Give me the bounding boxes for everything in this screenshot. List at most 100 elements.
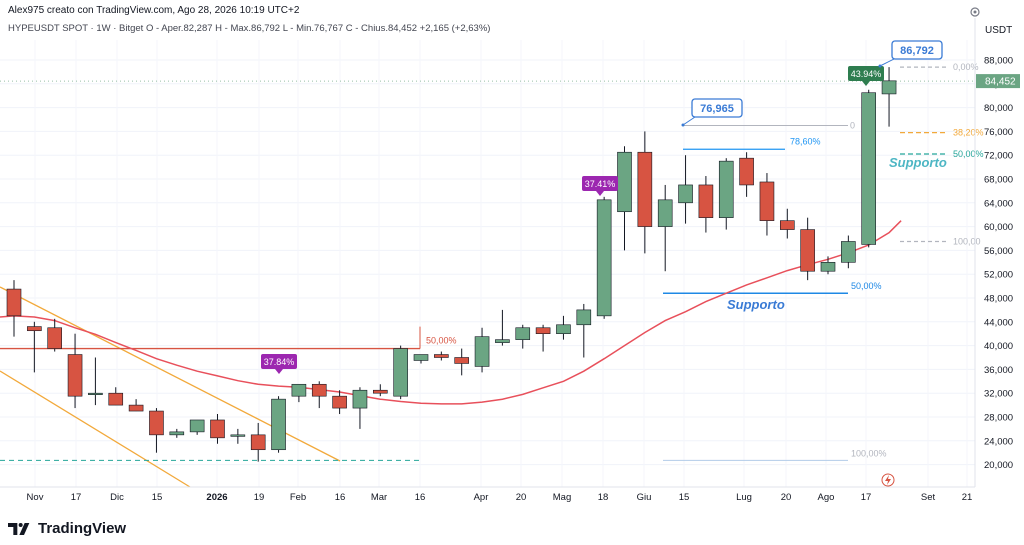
candle[interactable] (149, 408, 164, 453)
lightning-icon[interactable] (881, 473, 895, 487)
candle-body (678, 184, 693, 204)
candle-body (372, 389, 388, 394)
badge-mid-pointer (596, 191, 604, 196)
candle-body (352, 389, 368, 409)
candle[interactable] (841, 235, 856, 269)
time-tick-label: 15 (679, 492, 690, 503)
candle[interactable] (352, 387, 368, 429)
price-tick-label: 52,000 (984, 270, 1013, 281)
badge-top-text: 43.94% (851, 69, 882, 79)
candle[interactable] (189, 419, 205, 435)
time-tick-label: 2026 (206, 492, 227, 503)
svg-text:84,452: 84,452 (985, 77, 1016, 88)
candle[interactable] (718, 158, 734, 230)
candle-body (88, 392, 103, 396)
time-axis[interactable]: Nov 17 Dic 15 2026 19 Feb 16 Mar 16 Apr 20 Mag 18 Giu 1… (27, 492, 973, 503)
candle[interactable] (372, 384, 388, 397)
time-tick-label: 16 (335, 492, 346, 503)
drawing-layer (0, 66, 975, 488)
candle[interactable] (881, 67, 897, 127)
candle[interactable] (6, 280, 22, 337)
candle-body (535, 327, 551, 334)
badge-top: 43.94% (848, 66, 884, 86)
time-tick-label: Mar (371, 492, 387, 503)
candle-body (434, 354, 449, 358)
candle[interactable] (67, 333, 83, 409)
candle[interactable] (393, 345, 408, 400)
badge-left-box (261, 354, 297, 369)
candle-body (779, 220, 795, 230)
supporto-lower-label: Supporto (727, 297, 785, 312)
candle-body (189, 419, 205, 433)
candle[interactable] (657, 184, 673, 272)
fib-786-label: 78,60% (790, 136, 821, 146)
gear-icon[interactable] (970, 7, 980, 17)
candle[interactable] (311, 381, 327, 409)
candle[interactable] (678, 155, 693, 224)
candle[interactable] (698, 176, 714, 233)
time-tick-label: 16 (415, 492, 426, 503)
candle[interactable] (759, 173, 775, 236)
candle[interactable] (413, 354, 429, 364)
candle-body (617, 151, 632, 213)
badge-top-box (848, 66, 884, 81)
price-tick-label: 44,000 (984, 317, 1013, 328)
candle[interactable] (47, 318, 63, 352)
candle[interactable] (800, 217, 815, 281)
time-tick-label: Mag (553, 492, 571, 503)
candle-body (311, 383, 327, 397)
author-line: Alex975 creato con TradingView.com, Ago … (8, 5, 300, 16)
callout-high-anchor (878, 64, 882, 68)
candle-body (210, 419, 225, 439)
time-tick-label: Apr (474, 492, 489, 503)
tradingview-icon (8, 522, 30, 535)
candle-body (495, 339, 510, 343)
candle[interactable] (108, 387, 124, 406)
candle[interactable] (454, 348, 470, 376)
candle[interactable] (88, 357, 103, 406)
candle-body (108, 392, 124, 406)
time-tick-label: 15 (152, 492, 163, 503)
candle[interactable] (515, 324, 531, 349)
candle-body (454, 357, 470, 364)
candle[interactable] (291, 383, 307, 403)
candle[interactable] (230, 428, 246, 444)
candle[interactable] (556, 315, 571, 340)
candle[interactable] (250, 422, 266, 462)
candle[interactable] (474, 327, 490, 373)
callout-prior-high: 76,965 (681, 98, 743, 127)
candle[interactable] (637, 131, 653, 254)
tradingview-logo[interactable]: TradingView (8, 520, 126, 537)
candle-body (27, 326, 42, 332)
price-tick-label: 32,000 (984, 389, 1013, 400)
candle[interactable] (332, 390, 347, 415)
candle[interactable] (434, 351, 449, 361)
price-tick-label: 60,000 (984, 222, 1013, 233)
candle-body (413, 354, 429, 361)
price-tick-label: 40,000 (984, 341, 1013, 352)
candle[interactable] (739, 152, 754, 197)
candle[interactable] (820, 256, 836, 275)
candle[interactable] (596, 196, 612, 319)
candle[interactable] (861, 89, 877, 248)
candle[interactable] (169, 428, 185, 438)
candle[interactable] (495, 309, 510, 346)
candle[interactable] (617, 146, 632, 251)
candle[interactable] (535, 324, 551, 352)
moving-average-line (0, 220, 902, 405)
candle[interactable] (271, 396, 286, 453)
candle-body (800, 229, 815, 272)
candle[interactable] (779, 208, 795, 239)
price-axis[interactable]: 88,00084,00080,00076,00072,00068,00064,0… (984, 56, 1013, 472)
candle[interactable] (128, 399, 144, 412)
candle-body (47, 327, 63, 349)
candle-body (291, 383, 307, 397)
candle-body (657, 199, 673, 227)
candle-layer (6, 67, 897, 462)
candle[interactable] (576, 303, 592, 358)
fib-0-top-label: 0,00% (953, 62, 979, 72)
badge-mid-text: 37.41% (585, 179, 616, 189)
candle[interactable] (210, 414, 225, 444)
candle[interactable] (27, 321, 42, 373)
